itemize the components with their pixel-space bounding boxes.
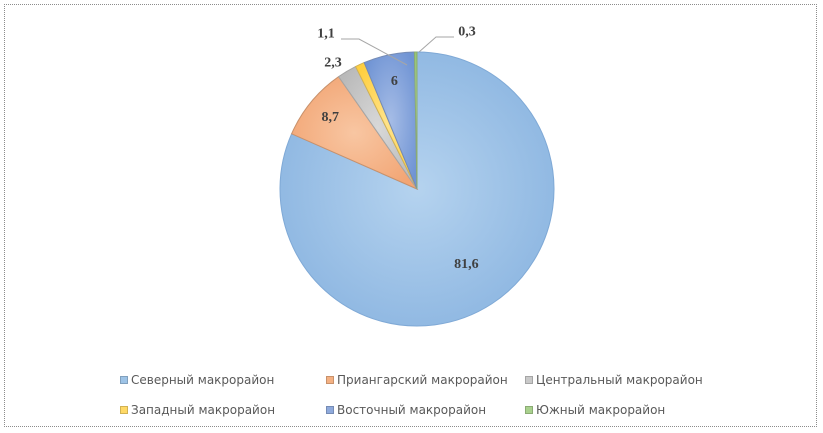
data-label-1: 81,6	[454, 257, 479, 272]
data-label-6: 0,3	[458, 25, 476, 40]
legend-swatch-2	[326, 376, 334, 384]
legend-swatch-6	[525, 406, 533, 414]
legend-item-4: Западный макрорайон	[120, 403, 275, 417]
pie-slice-1	[279, 51, 555, 327]
legend-label-5: Восточный макрорайон	[337, 403, 487, 417]
legend-swatch-1	[120, 376, 128, 384]
data-label-3: 2,3	[324, 56, 342, 71]
legend-swatch-5	[326, 406, 334, 414]
legend-label-3: Центральный макрорайон	[536, 373, 703, 387]
legend-label-4: Западный макрорайон	[131, 403, 276, 417]
legend-swatch-4	[120, 406, 128, 414]
legend-label-2: Приангарский макрорайон	[337, 373, 508, 387]
data-label-4: 1,1	[317, 27, 335, 42]
legend-item-3: Центральный макрорайон	[525, 373, 703, 387]
legend-item-2: Приангарский макрорайон	[326, 373, 508, 387]
legend-swatch-3	[525, 376, 533, 384]
legend-item-5: Восточный макрорайон	[326, 403, 486, 417]
legend-item-6: Южный макрорайон	[525, 403, 665, 417]
legend-label-1: Северный макрорайон	[131, 373, 275, 387]
legend-label-6: Южный макрорайон	[536, 403, 666, 417]
data-label-2: 8,7	[321, 110, 339, 125]
pie-slice-6	[413, 51, 418, 190]
legend-item-1: Северный макрорайон	[120, 373, 274, 387]
leader-line-6	[418, 36, 454, 53]
leader-line-4	[341, 38, 408, 66]
data-label-5: 6	[391, 74, 398, 89]
